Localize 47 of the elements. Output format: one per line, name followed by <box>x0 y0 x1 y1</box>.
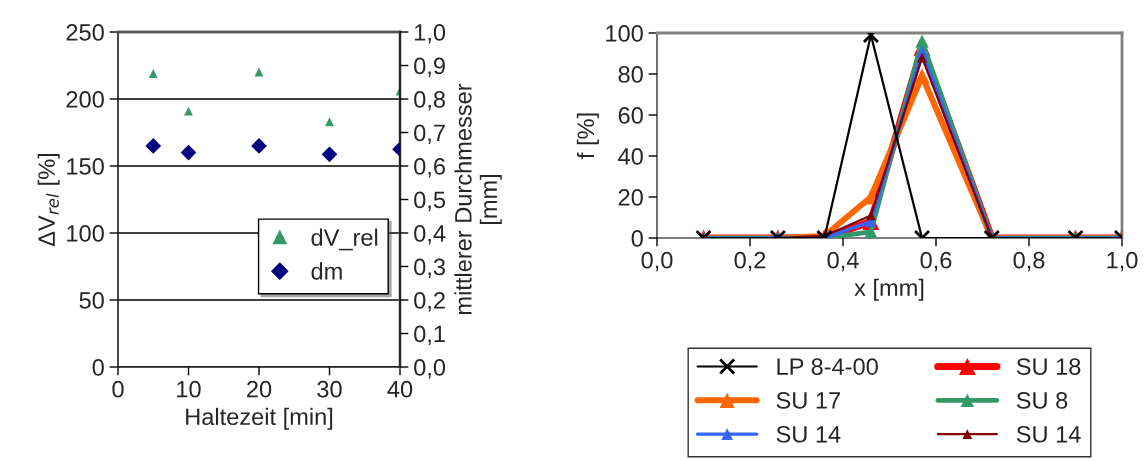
legend-label: LP 8-4-00 <box>777 358 878 375</box>
y2-tick-label: 0,3 <box>414 258 445 279</box>
y2-tick-label: 0,8 <box>414 91 445 111</box>
legend-label: dm <box>311 262 342 280</box>
y2-tick-label: 0,6 <box>414 158 445 178</box>
y-tick-label: 250 <box>66 24 104 41</box>
y2-tick-label: 0,9 <box>414 57 445 78</box>
x-tick-label: 20 <box>247 380 272 398</box>
x-tick-label: 30 <box>317 380 342 398</box>
x-axis-title: Haltezeit [min] <box>186 407 333 430</box>
y-tick-label: 0 <box>631 230 643 247</box>
legend-label: SU 18 <box>1016 358 1081 375</box>
x-tick-label: 0,6 <box>920 251 952 272</box>
y2-tick-label: 0,4 <box>414 225 446 245</box>
y-tick-label: 100 <box>606 25 643 42</box>
legend-label: dV_rel <box>311 228 378 251</box>
y2-tick-label: 0,5 <box>414 191 446 212</box>
y-tick-label: 0 <box>92 359 104 376</box>
y2-axis-title: mittlerer Durchmesser [mm] <box>454 83 502 315</box>
y-tick-label: 100 <box>67 225 104 242</box>
x-tick-label: 0,8 <box>1013 251 1045 272</box>
legend-label: SU 17 <box>776 392 840 409</box>
x-tick-label: 0,4 <box>827 251 859 272</box>
y-axis-title: ΔV$_{rel}$ [%] <box>37 153 60 247</box>
x-tick-label: 0,2 <box>734 251 766 272</box>
x-tick-label: 10 <box>177 380 201 398</box>
y-tick-label: 150 <box>67 158 104 175</box>
x-tick-label: 0,0 <box>641 251 673 272</box>
y2-tick-label: 0,7 <box>414 124 445 145</box>
y-tick-label: 80 <box>618 66 643 83</box>
y2-tick-label: 0,1 <box>414 325 445 346</box>
y-tick-label: 20 <box>618 189 643 206</box>
y2-tick-label: 1,0 <box>414 24 446 44</box>
x-tick-label: 1,0 <box>1107 251 1138 272</box>
y2-tick-label: 0,2 <box>414 292 445 312</box>
legend-label: SU 14 <box>776 425 841 443</box>
y2-tick-label: 0,0 <box>414 359 446 379</box>
x-tick-label: 0 <box>112 380 124 398</box>
y-tick-label: 50 <box>79 292 104 309</box>
y-tick-label: 60 <box>618 107 643 124</box>
x-tick-label: 40 <box>387 380 413 398</box>
legend-label: SU 8 <box>1016 392 1068 409</box>
y-tick-label: 40 <box>618 148 643 165</box>
y-axis-title: f [%] <box>576 113 599 159</box>
y-tick-label: 200 <box>66 91 104 108</box>
x-axis-title: x [mm] <box>854 278 924 301</box>
legend-label: SU 14 <box>1016 425 1081 443</box>
